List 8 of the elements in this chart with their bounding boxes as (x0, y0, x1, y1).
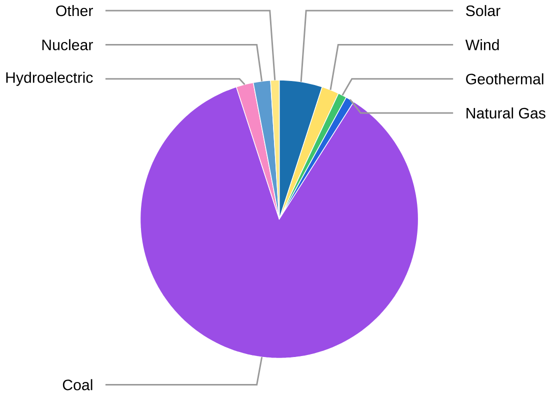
slice-label: Other (56, 4, 93, 16)
slice-label: Solar (466, 4, 500, 16)
slice-label: Natural Gas (466, 107, 546, 118)
slice-label: Wind (465, 39, 499, 50)
slice-label: Coal (62, 379, 92, 390)
slice-label: Hydroelectric (6, 72, 93, 86)
slice-label: Nuclear (42, 39, 93, 50)
slice-label: Geothermal (466, 73, 544, 84)
